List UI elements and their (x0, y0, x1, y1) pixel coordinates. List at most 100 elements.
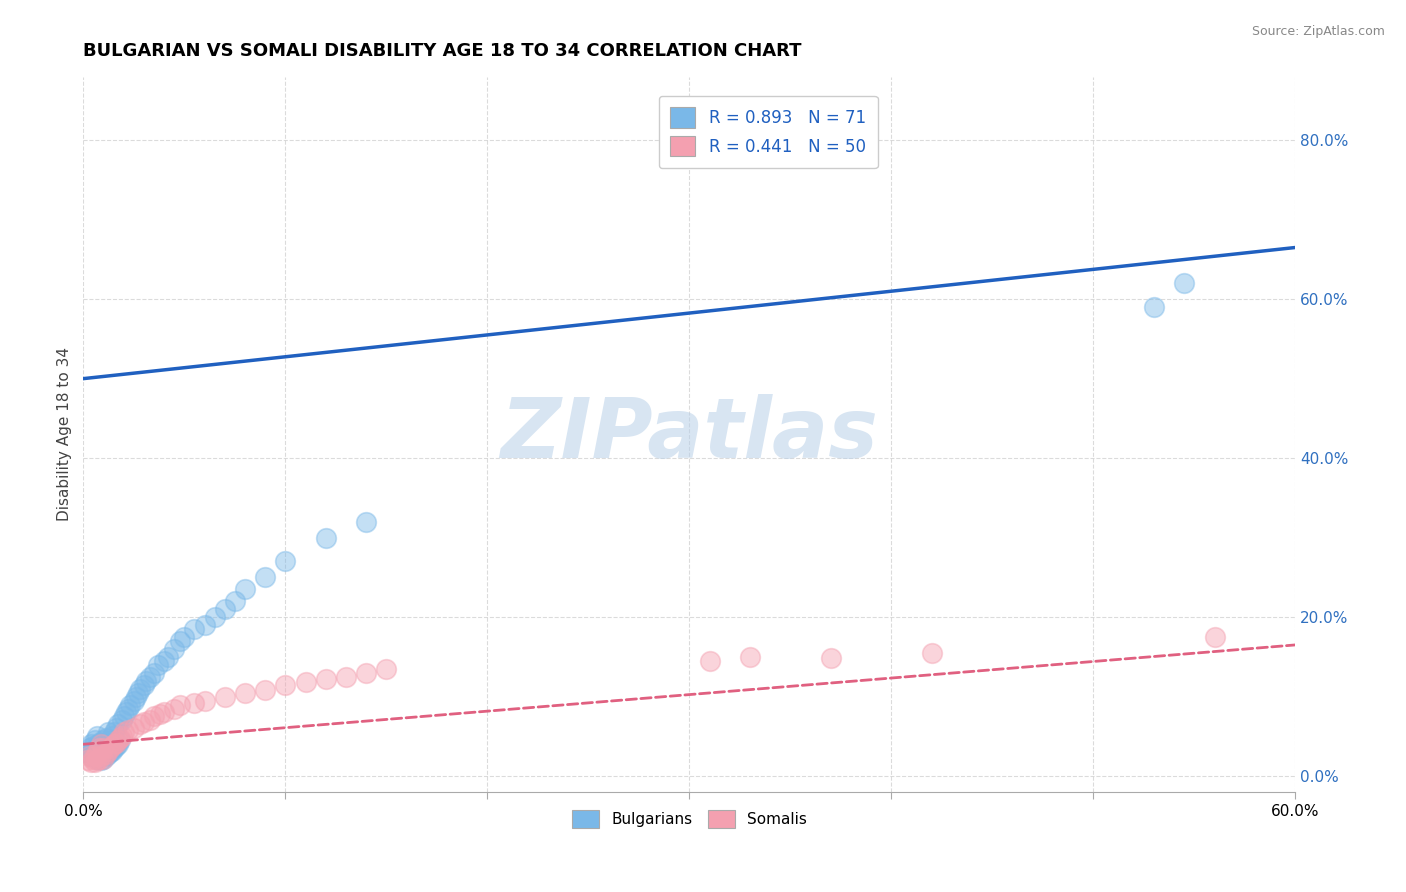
Point (122, 693, 145, 707)
Y-axis label: Disability Age 18 to 34: Disability Age 18 to 34 (58, 347, 72, 521)
Point (104, 736, 127, 750)
Point (122, 722, 145, 736)
Point (143, 665, 166, 680)
Point (254, 683, 277, 698)
Point (104, 722, 127, 736)
Point (183, 622, 205, 636)
Point (153, 654, 176, 668)
Point (233, 685, 256, 699)
Point (90, 737, 112, 751)
Point (114, 706, 136, 720)
Point (1143, 300, 1166, 314)
Point (93, 733, 115, 747)
Point (107, 733, 129, 747)
Point (96, 739, 118, 753)
Point (274, 678, 297, 692)
Point (94, 749, 117, 764)
Point (86, 751, 108, 765)
Point (89, 741, 111, 756)
Point (89, 736, 111, 750)
Point (86, 745, 108, 759)
Point (80, 755, 103, 769)
Point (86, 753, 108, 767)
Point (173, 630, 195, 644)
Point (193, 618, 215, 632)
Point (84, 733, 107, 747)
Point (132, 678, 155, 692)
Point (79, 741, 101, 756)
Point (139, 670, 162, 684)
Point (94, 747, 117, 761)
Point (214, 690, 236, 704)
Point (100, 729, 122, 743)
Point (354, 515, 377, 529)
Point (111, 729, 134, 743)
Point (93, 745, 115, 759)
Point (153, 706, 176, 720)
Point (76, 745, 98, 759)
Text: Source: ZipAtlas.com: Source: ZipAtlas.com (1251, 25, 1385, 38)
Point (103, 725, 125, 739)
Point (163, 641, 186, 656)
Point (224, 594, 246, 608)
Point (738, 649, 761, 664)
Point (214, 602, 236, 616)
Point (193, 693, 215, 707)
Point (100, 739, 122, 753)
Point (107, 737, 129, 751)
Point (90, 745, 112, 759)
Point (375, 662, 398, 676)
Point (94, 731, 117, 745)
Point (86, 741, 108, 756)
Point (76, 753, 98, 767)
Point (127, 685, 149, 699)
Point (157, 649, 180, 664)
Point (80, 737, 103, 751)
Point (183, 696, 205, 710)
Point (103, 737, 125, 751)
Point (820, 651, 842, 665)
Point (103, 741, 125, 756)
Point (90, 737, 112, 751)
Point (84, 749, 107, 764)
Point (112, 709, 135, 723)
Text: BULGARIAN VS SOMALI DISABILITY AGE 18 TO 34 CORRELATION CHART: BULGARIAN VS SOMALI DISABILITY AGE 18 TO… (83, 42, 801, 60)
Point (108, 733, 131, 747)
Point (143, 709, 166, 723)
Point (146, 657, 169, 672)
Point (89, 749, 111, 764)
Point (921, 646, 943, 660)
Point (98, 745, 121, 759)
Point (82, 747, 104, 761)
Text: ZIPatlas: ZIPatlas (501, 393, 879, 475)
Point (98, 733, 121, 747)
Point (335, 670, 357, 684)
Point (315, 672, 337, 686)
Point (135, 673, 157, 688)
Point (84, 749, 107, 764)
Point (233, 582, 256, 597)
Point (128, 717, 150, 731)
Point (169, 698, 191, 712)
Point (96, 744, 118, 758)
Point (84, 755, 107, 769)
Point (107, 717, 129, 731)
Point (117, 701, 139, 715)
Point (294, 675, 316, 690)
Point (79, 749, 101, 764)
Point (204, 610, 226, 624)
Point (89, 744, 111, 758)
Point (104, 739, 127, 753)
Point (112, 725, 135, 739)
Point (149, 707, 172, 722)
Point (169, 634, 191, 648)
Point (90, 749, 112, 764)
Point (96, 725, 118, 739)
Point (108, 731, 131, 745)
Point (90, 753, 112, 767)
Point (82, 744, 104, 758)
Point (100, 744, 122, 758)
Point (274, 554, 297, 568)
Point (254, 570, 277, 584)
Point (163, 701, 186, 715)
